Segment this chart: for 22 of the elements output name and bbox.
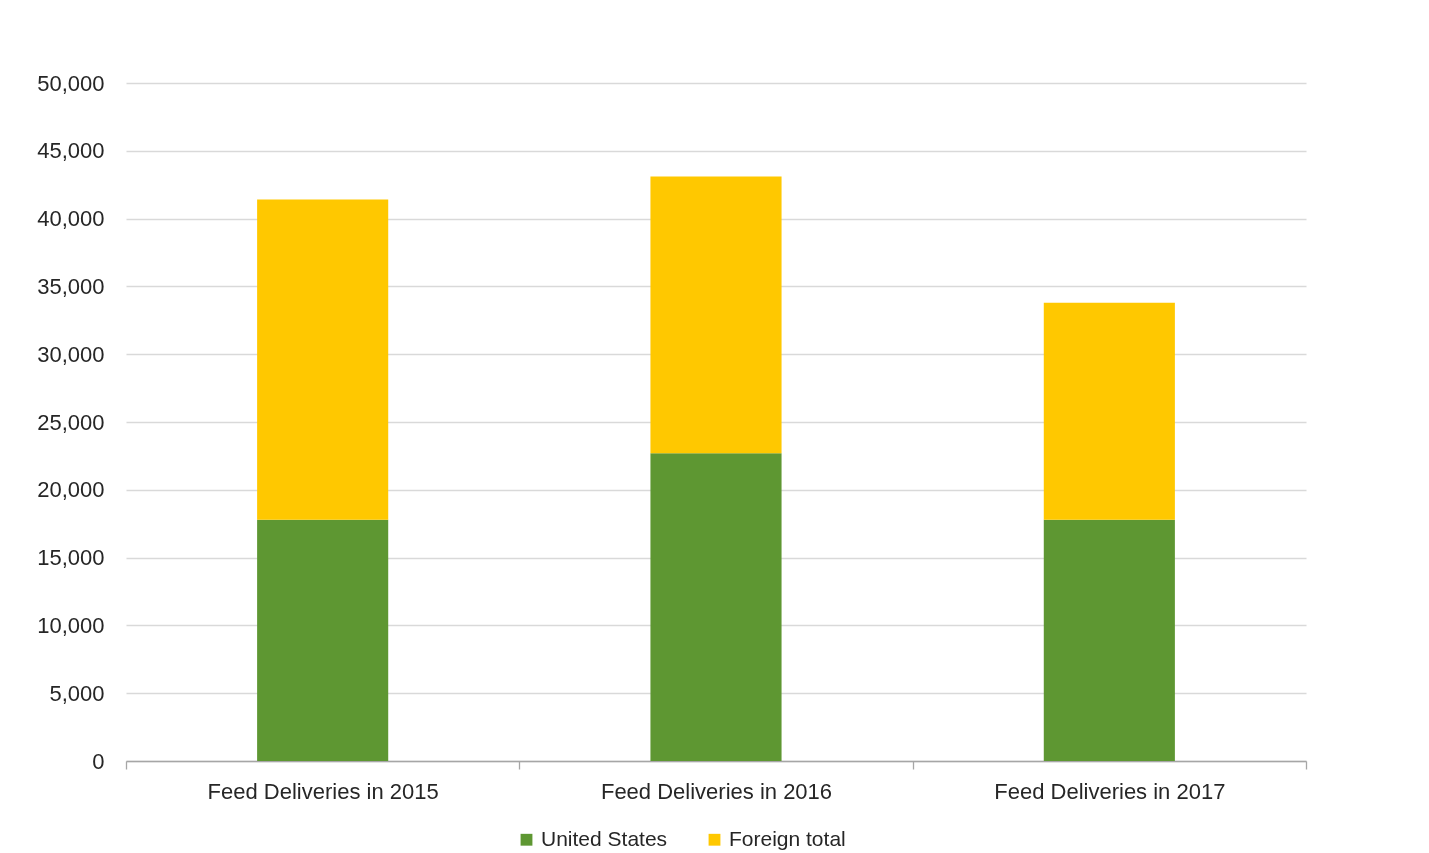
y-tick-label: 15,000 xyxy=(37,545,105,571)
legend-label: Foreign total xyxy=(729,826,846,850)
y-tick-label: 0 xyxy=(92,748,105,774)
x-tick-label: Feed Deliveries in 2016 xyxy=(600,778,833,804)
y-tick-label: 20,000 xyxy=(37,477,105,503)
bar xyxy=(1043,519,1175,761)
y-tick-label: 50,000 xyxy=(37,70,105,96)
bar xyxy=(257,199,389,520)
x-tick-label: Feed Deliveries in 2017 xyxy=(994,778,1226,804)
y-tick-label: 30,000 xyxy=(37,341,105,367)
legend-label: United States xyxy=(541,826,668,850)
y-tick-label: 35,000 xyxy=(37,273,105,299)
bar xyxy=(650,453,782,761)
y-tick-label: 40,000 xyxy=(37,206,105,232)
y-tick-label: 45,000 xyxy=(37,138,105,164)
y-tick-label: 5,000 xyxy=(49,680,105,706)
bar xyxy=(1043,302,1175,520)
bar xyxy=(257,519,389,761)
bar xyxy=(650,176,782,454)
x-tick-label: Feed Deliveries in 2015 xyxy=(207,778,439,804)
y-tick-label: 10,000 xyxy=(37,612,105,638)
y-tick-label: 25,000 xyxy=(37,409,105,435)
